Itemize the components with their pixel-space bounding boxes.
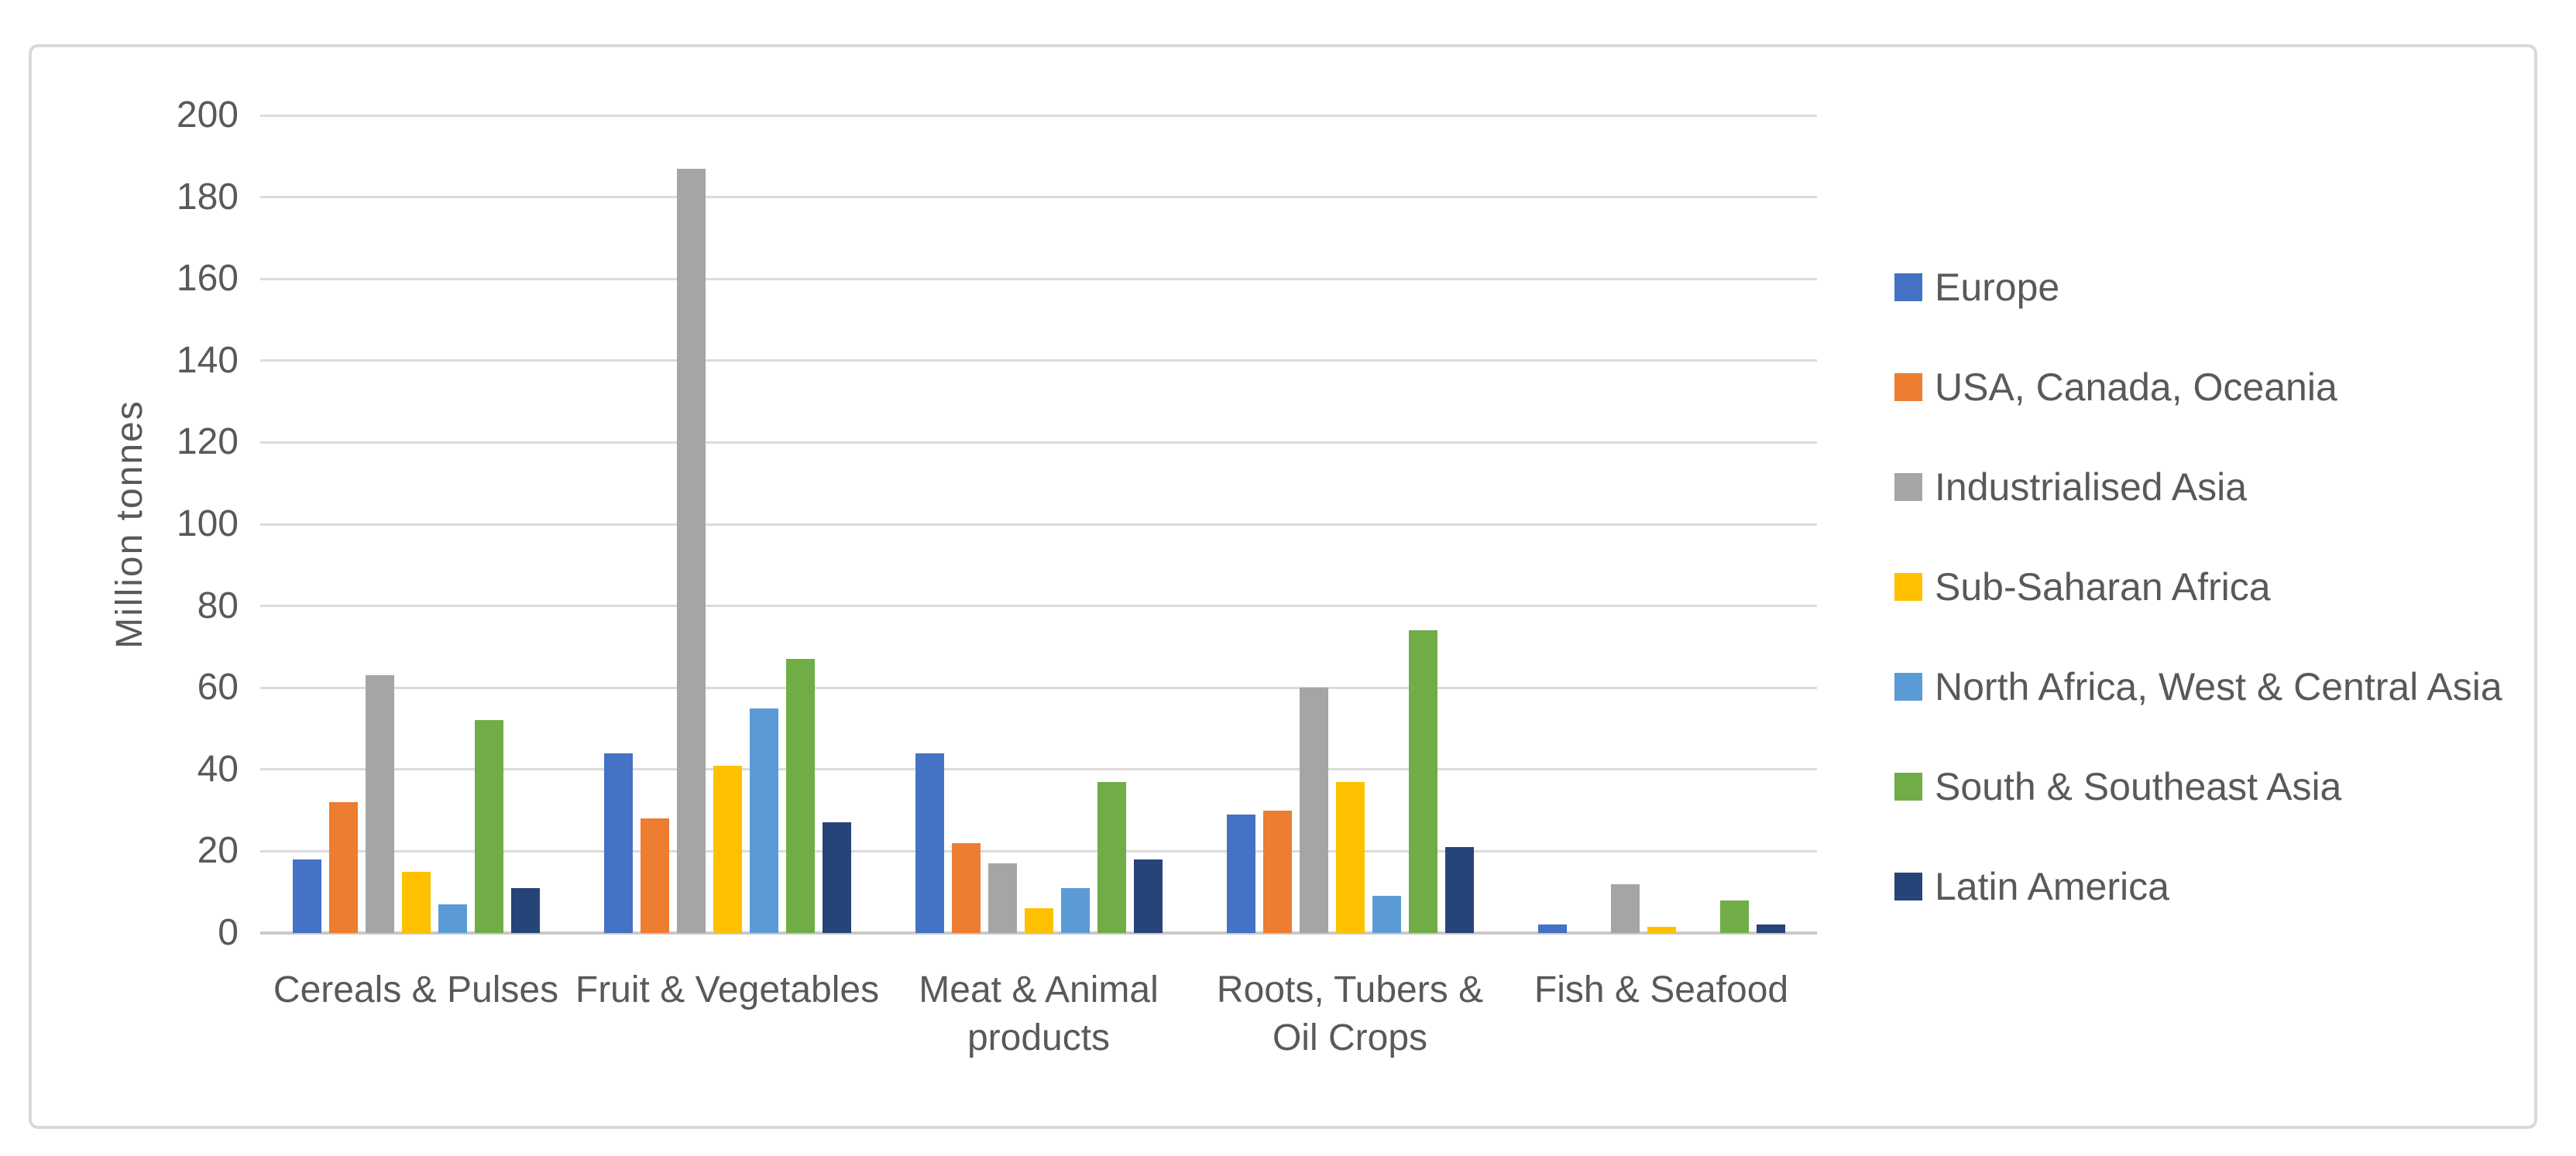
bar-group-4 bbox=[1226, 115, 1474, 933]
legend-label: Sub-Saharan Africa bbox=[1935, 565, 2271, 609]
bar bbox=[1299, 688, 1328, 933]
y-tick-label: 120 bbox=[176, 421, 239, 463]
y-tick-label: 100 bbox=[176, 503, 239, 544]
bar-group-5 bbox=[1537, 115, 1785, 933]
legend-swatch-icon bbox=[1894, 873, 1922, 900]
legend: Europe USA, Canada, Oceania Industrialised… bbox=[1894, 267, 2502, 907]
bar bbox=[1226, 814, 1255, 933]
x-axis-line bbox=[260, 931, 1817, 935]
bar bbox=[438, 904, 467, 933]
y-tick-label: 200 bbox=[176, 94, 239, 135]
y-tick-label: 40 bbox=[197, 748, 239, 790]
legend-item: Industrialised Asia bbox=[1894, 467, 2502, 507]
bar bbox=[951, 842, 981, 933]
gridline-20 bbox=[260, 849, 1817, 852]
gridline-200 bbox=[260, 114, 1817, 117]
gridline-40 bbox=[260, 768, 1817, 771]
bar bbox=[1408, 630, 1437, 933]
y-tick-label: 0 bbox=[218, 912, 239, 953]
legend-label: Industrialised Asia bbox=[1935, 465, 2248, 509]
bar bbox=[1024, 908, 1053, 933]
gridline-120 bbox=[260, 441, 1817, 444]
bar bbox=[1719, 900, 1749, 933]
legend-swatch-icon bbox=[1894, 273, 1922, 301]
y-tick-label: 180 bbox=[176, 176, 239, 218]
bar bbox=[474, 720, 503, 933]
gridline-80 bbox=[260, 605, 1817, 608]
legend-item: North Africa, West & Central Asia bbox=[1894, 667, 2502, 707]
legend-label: Latin America bbox=[1935, 865, 2169, 908]
gridline-100 bbox=[260, 523, 1817, 526]
y-tick-label: 140 bbox=[176, 339, 239, 381]
bar bbox=[510, 887, 540, 933]
bar bbox=[640, 818, 669, 933]
bar-group-1 bbox=[292, 115, 540, 933]
legend-swatch-icon bbox=[1894, 673, 1922, 701]
bar bbox=[401, 871, 431, 933]
bar bbox=[1097, 781, 1126, 933]
bar bbox=[676, 168, 706, 933]
legend-label: USA, Canada, Oceania bbox=[1935, 365, 2337, 409]
y-tick-label: 160 bbox=[176, 258, 239, 300]
legend-item: South & Southeast Asia bbox=[1894, 767, 2502, 807]
bar bbox=[1372, 896, 1401, 933]
bar bbox=[603, 753, 633, 933]
chart-frame bbox=[29, 44, 2537, 1129]
x-category-label: Fish & Seafood bbox=[1534, 969, 1789, 1010]
bar bbox=[785, 659, 815, 933]
gridline-160 bbox=[260, 277, 1817, 280]
bar-group-3 bbox=[915, 115, 1163, 933]
bar bbox=[1756, 924, 1785, 933]
legend-swatch-icon bbox=[1894, 473, 1922, 501]
legend-label: North Africa, West & Central Asia bbox=[1935, 665, 2502, 708]
bar bbox=[987, 863, 1017, 933]
legend-item: Sub-Saharan Africa bbox=[1894, 567, 2502, 607]
bar bbox=[1610, 883, 1640, 933]
bar-group-2 bbox=[603, 115, 851, 933]
x-category-label: Meat & Animal products bbox=[919, 969, 1159, 1058]
bar bbox=[713, 765, 742, 933]
bar bbox=[1647, 927, 1676, 933]
y-tick-label: 80 bbox=[197, 585, 239, 626]
bar bbox=[365, 675, 394, 933]
bar bbox=[1060, 887, 1090, 933]
bar bbox=[1133, 859, 1163, 933]
legend-item: Europe bbox=[1894, 267, 2502, 307]
bar bbox=[1444, 847, 1474, 933]
legend-label: South & Southeast Asia bbox=[1935, 765, 2342, 808]
y-tick-label: 20 bbox=[197, 830, 239, 872]
legend-label: Europe bbox=[1935, 266, 2060, 309]
bar bbox=[1537, 924, 1567, 933]
gridline-180 bbox=[260, 196, 1817, 199]
x-category-label: Roots, Tubers & Oil Crops bbox=[1216, 969, 1484, 1058]
bar bbox=[749, 708, 778, 933]
legend-item: Latin America bbox=[1894, 866, 2502, 907]
x-category-label: Fruit & Vegetables bbox=[575, 969, 880, 1010]
y-tick-label: 60 bbox=[197, 667, 239, 708]
legend-swatch-icon bbox=[1894, 773, 1922, 801]
gridline-140 bbox=[260, 359, 1817, 362]
legend-swatch-icon bbox=[1894, 373, 1922, 401]
bar bbox=[1262, 810, 1292, 933]
bar bbox=[915, 753, 944, 933]
bar bbox=[292, 859, 321, 933]
legend-swatch-icon bbox=[1894, 573, 1922, 601]
legend-item: USA, Canada, Oceania bbox=[1894, 367, 2502, 407]
bar bbox=[328, 802, 358, 933]
bar bbox=[822, 822, 851, 933]
gridline-60 bbox=[260, 686, 1817, 689]
bar bbox=[1335, 781, 1365, 933]
x-category-label: Cereals & Pulses bbox=[273, 969, 559, 1010]
